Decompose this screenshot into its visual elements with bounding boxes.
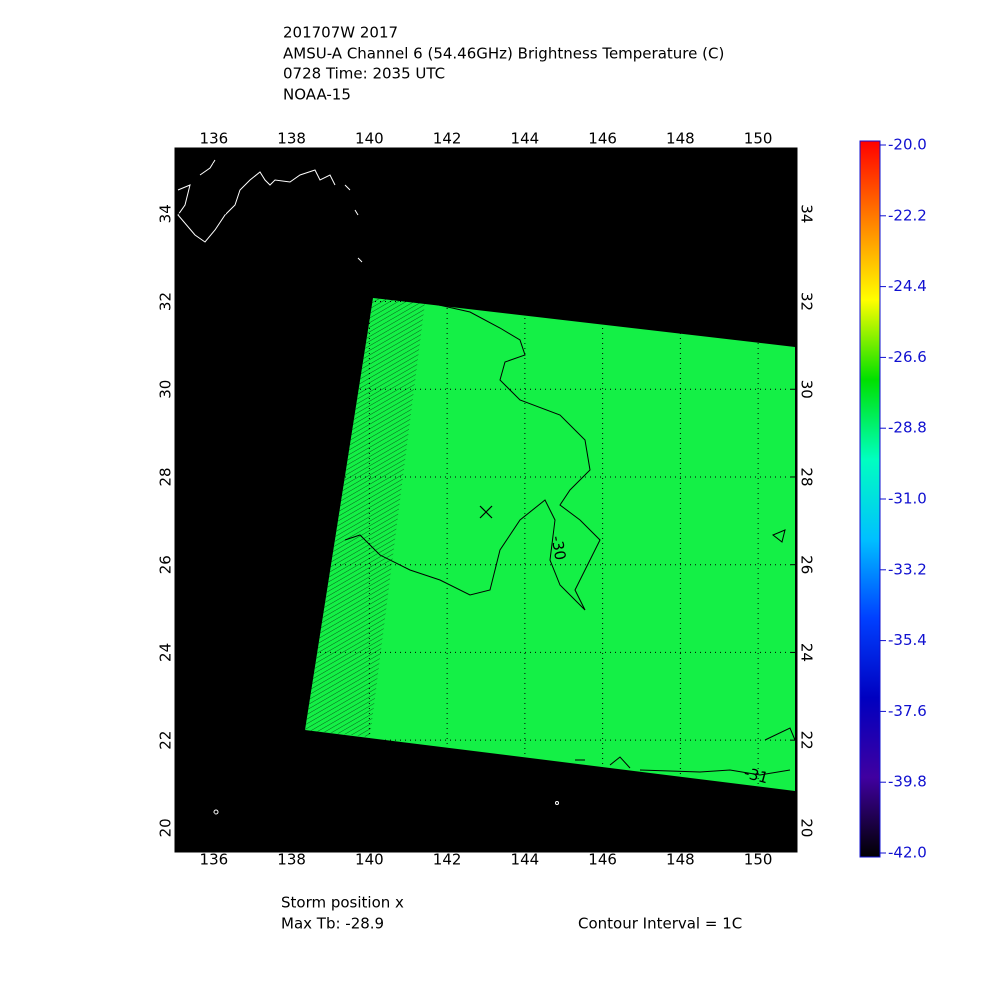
x-tick-label: 140 bbox=[355, 130, 384, 148]
colorbar-label: -28.8 bbox=[888, 419, 927, 437]
storm-marker bbox=[479, 505, 493, 519]
y-tick-label: 24 bbox=[157, 643, 175, 662]
y-tick-label: 22 bbox=[798, 731, 816, 750]
y-tick-label: 20 bbox=[798, 818, 816, 837]
x-tick-label: 138 bbox=[277, 130, 306, 148]
title-line: AMSU-A Channel 6 (54.46GHz) Brightness T… bbox=[283, 45, 724, 63]
y-tick-label: 30 bbox=[798, 380, 816, 399]
colorbar-label: -24.4 bbox=[888, 277, 927, 295]
y-tick-label: 24 bbox=[798, 643, 816, 662]
title-line: 201707W 2017 bbox=[283, 24, 398, 42]
colorbar bbox=[859, 140, 881, 858]
swath-edge-hatch bbox=[305, 298, 425, 737]
y-tick-label: 34 bbox=[157, 204, 175, 223]
colorbar-label: -42.0 bbox=[888, 844, 927, 862]
x-tick-label: 144 bbox=[511, 130, 540, 148]
y-tick-label: 32 bbox=[157, 292, 175, 311]
colorbar-label: -39.8 bbox=[888, 773, 927, 791]
x-tick-label: 140 bbox=[355, 851, 384, 869]
x-tick-label: 148 bbox=[666, 851, 695, 869]
contours bbox=[344, 302, 796, 776]
colorbar-label: -37.6 bbox=[888, 702, 927, 720]
y-tick-label: 28 bbox=[798, 467, 816, 486]
x-tick-label: 142 bbox=[433, 851, 462, 869]
x-tick-label: 150 bbox=[744, 851, 773, 869]
coastline bbox=[177, 159, 559, 815]
x-tick-label: 136 bbox=[200, 851, 229, 869]
footer-text: Contour Interval = 1C bbox=[578, 915, 742, 933]
map-frame bbox=[174, 147, 798, 853]
colorbar-label: -33.2 bbox=[888, 560, 927, 578]
contour-label: -30 bbox=[548, 534, 570, 561]
y-tick-label: 32 bbox=[798, 292, 816, 311]
x-tick-label: 150 bbox=[744, 130, 773, 148]
colorbar-label: -31.0 bbox=[888, 490, 927, 508]
colorbar-label: -22.2 bbox=[888, 206, 927, 224]
y-tick-label: 26 bbox=[157, 555, 175, 574]
title-line: 0728 Time: 2035 UTC bbox=[283, 65, 445, 83]
colorbar-label: -20.0 bbox=[888, 136, 927, 154]
footer-text: Storm position x bbox=[281, 894, 404, 912]
x-tick-label: 142 bbox=[433, 130, 462, 148]
y-tick-label: 22 bbox=[157, 731, 175, 750]
y-tick-label: 26 bbox=[798, 555, 816, 574]
x-tick-label: 144 bbox=[511, 851, 540, 869]
title-line: NOAA-15 bbox=[283, 86, 351, 104]
x-tick-label: 136 bbox=[200, 130, 229, 148]
footer-text: Max Tb: -28.9 bbox=[281, 915, 384, 933]
x-tick-label: 148 bbox=[666, 130, 695, 148]
x-tick-label: 138 bbox=[277, 851, 306, 869]
x-tick-label: 146 bbox=[588, 130, 617, 148]
map-content bbox=[175, 148, 797, 852]
colorbar-label: -35.4 bbox=[888, 631, 927, 649]
x-tick-label: 146 bbox=[588, 851, 617, 869]
data-swath bbox=[305, 298, 795, 791]
y-tick-label: 34 bbox=[798, 204, 816, 223]
contour-label: -31 bbox=[742, 764, 770, 788]
y-tick-label: 30 bbox=[157, 380, 175, 399]
colorbar-label: -26.6 bbox=[888, 348, 927, 366]
y-tick-label: 20 bbox=[157, 818, 175, 837]
y-tick-label: 28 bbox=[157, 467, 175, 486]
